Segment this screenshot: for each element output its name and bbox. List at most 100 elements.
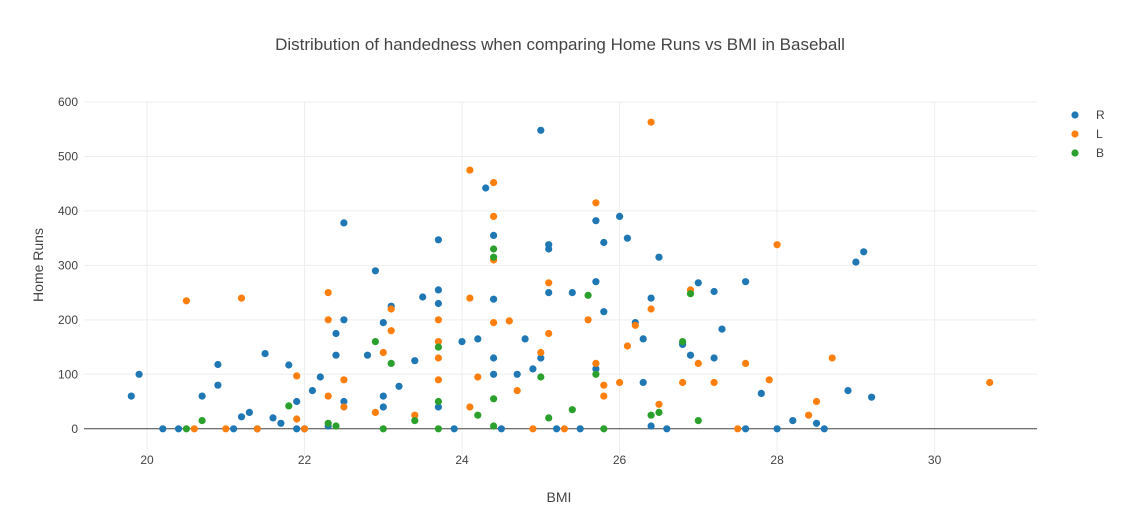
- data-point[interactable]: [340, 316, 348, 324]
- data-point[interactable]: [411, 411, 419, 419]
- data-point[interactable]: [647, 411, 655, 419]
- data-point[interactable]: [537, 348, 545, 357]
- data-point[interactable]: [490, 231, 498, 239]
- data-point[interactable]: [230, 425, 238, 433]
- data-point[interactable]: [340, 403, 348, 411]
- data-point[interactable]: [616, 212, 624, 220]
- data-point[interactable]: [852, 258, 860, 266]
- data-point[interactable]: [434, 286, 442, 294]
- data-point[interactable]: [537, 373, 545, 381]
- data-point[interactable]: [490, 179, 498, 187]
- data-point[interactable]: [734, 425, 742, 433]
- data-point[interactable]: [600, 381, 608, 389]
- data-point[interactable]: [568, 406, 576, 414]
- data-point[interactable]: [631, 321, 639, 329]
- data-point[interactable]: [623, 234, 632, 242]
- data-point[interactable]: [663, 425, 671, 433]
- data-point[interactable]: [490, 370, 498, 378]
- data-point[interactable]: [490, 253, 498, 261]
- data-point[interactable]: [686, 290, 695, 298]
- data-point[interactable]: [820, 425, 828, 433]
- data-point[interactable]: [679, 338, 687, 346]
- data-point[interactable]: [135, 370, 143, 378]
- data-point[interactable]: [434, 338, 442, 346]
- data-point[interactable]: [182, 425, 190, 433]
- data-point[interactable]: [742, 278, 750, 286]
- data-point[interactable]: [789, 417, 797, 425]
- data-point[interactable]: [812, 397, 821, 406]
- data-point[interactable]: [387, 359, 395, 367]
- data-point[interactable]: [694, 359, 702, 367]
- data-point[interactable]: [647, 294, 655, 302]
- data-point[interactable]: [600, 425, 608, 433]
- legend-item-L[interactable]: L: [1071, 127, 1103, 141]
- data-point[interactable]: [474, 335, 482, 343]
- data-point[interactable]: [482, 184, 490, 192]
- legend-item-R[interactable]: R: [1071, 108, 1105, 122]
- data-point[interactable]: [497, 425, 505, 433]
- data-point[interactable]: [434, 425, 442, 433]
- data-point[interactable]: [545, 245, 553, 253]
- data-point[interactable]: [371, 267, 379, 275]
- data-point[interactable]: [434, 343, 442, 351]
- data-point[interactable]: [419, 293, 427, 301]
- data-point[interactable]: [490, 422, 498, 430]
- data-point[interactable]: [316, 373, 324, 381]
- data-point[interactable]: [490, 319, 498, 327]
- data-point[interactable]: [623, 342, 632, 350]
- data-point[interactable]: [805, 411, 813, 419]
- data-point[interactable]: [332, 422, 340, 430]
- data-point[interactable]: [237, 413, 246, 421]
- data-point[interactable]: [860, 248, 868, 256]
- data-point[interactable]: [253, 425, 261, 433]
- data-point[interactable]: [434, 316, 442, 324]
- data-point[interactable]: [340, 397, 348, 406]
- data-point[interactable]: [868, 393, 876, 401]
- data-point[interactable]: [757, 389, 765, 397]
- data-point[interactable]: [324, 419, 332, 427]
- data-point[interactable]: [379, 348, 387, 357]
- legend-item-B[interactable]: B: [1071, 146, 1104, 160]
- data-point[interactable]: [639, 378, 647, 387]
- data-point[interactable]: [277, 419, 285, 427]
- data-point[interactable]: [742, 425, 750, 433]
- data-point[interactable]: [293, 425, 301, 433]
- data-point[interactable]: [694, 417, 702, 425]
- data-point[interactable]: [245, 408, 253, 416]
- data-point[interactable]: [592, 278, 600, 286]
- data-point[interactable]: [222, 425, 230, 433]
- data-point[interactable]: [127, 392, 135, 400]
- data-point[interactable]: [214, 360, 222, 369]
- data-point[interactable]: [765, 376, 773, 384]
- data-point[interactable]: [600, 238, 608, 247]
- data-point[interactable]: [324, 316, 332, 324]
- data-point[interactable]: [387, 327, 395, 335]
- data-point[interactable]: [545, 289, 553, 297]
- data-point[interactable]: [340, 376, 348, 384]
- data-point[interactable]: [285, 361, 293, 369]
- data-point[interactable]: [655, 253, 663, 261]
- data-point[interactable]: [434, 376, 442, 384]
- data-point[interactable]: [647, 422, 655, 430]
- data-point[interactable]: [237, 294, 246, 302]
- data-point[interactable]: [529, 365, 537, 373]
- data-point[interactable]: [269, 414, 277, 422]
- data-point[interactable]: [710, 354, 718, 362]
- data-point[interactable]: [490, 245, 498, 253]
- data-point[interactable]: [592, 199, 600, 207]
- data-point[interactable]: [324, 392, 332, 400]
- data-point[interactable]: [434, 397, 442, 406]
- data-point[interactable]: [363, 351, 372, 359]
- data-point[interactable]: [395, 382, 403, 390]
- data-point[interactable]: [812, 419, 821, 427]
- data-point[interactable]: [466, 166, 474, 174]
- data-point[interactable]: [568, 289, 576, 297]
- data-point[interactable]: [174, 425, 183, 433]
- data-point[interactable]: [513, 370, 521, 378]
- data-point[interactable]: [474, 373, 482, 381]
- data-point[interactable]: [450, 425, 458, 433]
- data-point[interactable]: [576, 425, 584, 433]
- data-point[interactable]: [293, 415, 301, 423]
- data-point[interactable]: [434, 236, 442, 244]
- data-point[interactable]: [340, 219, 348, 227]
